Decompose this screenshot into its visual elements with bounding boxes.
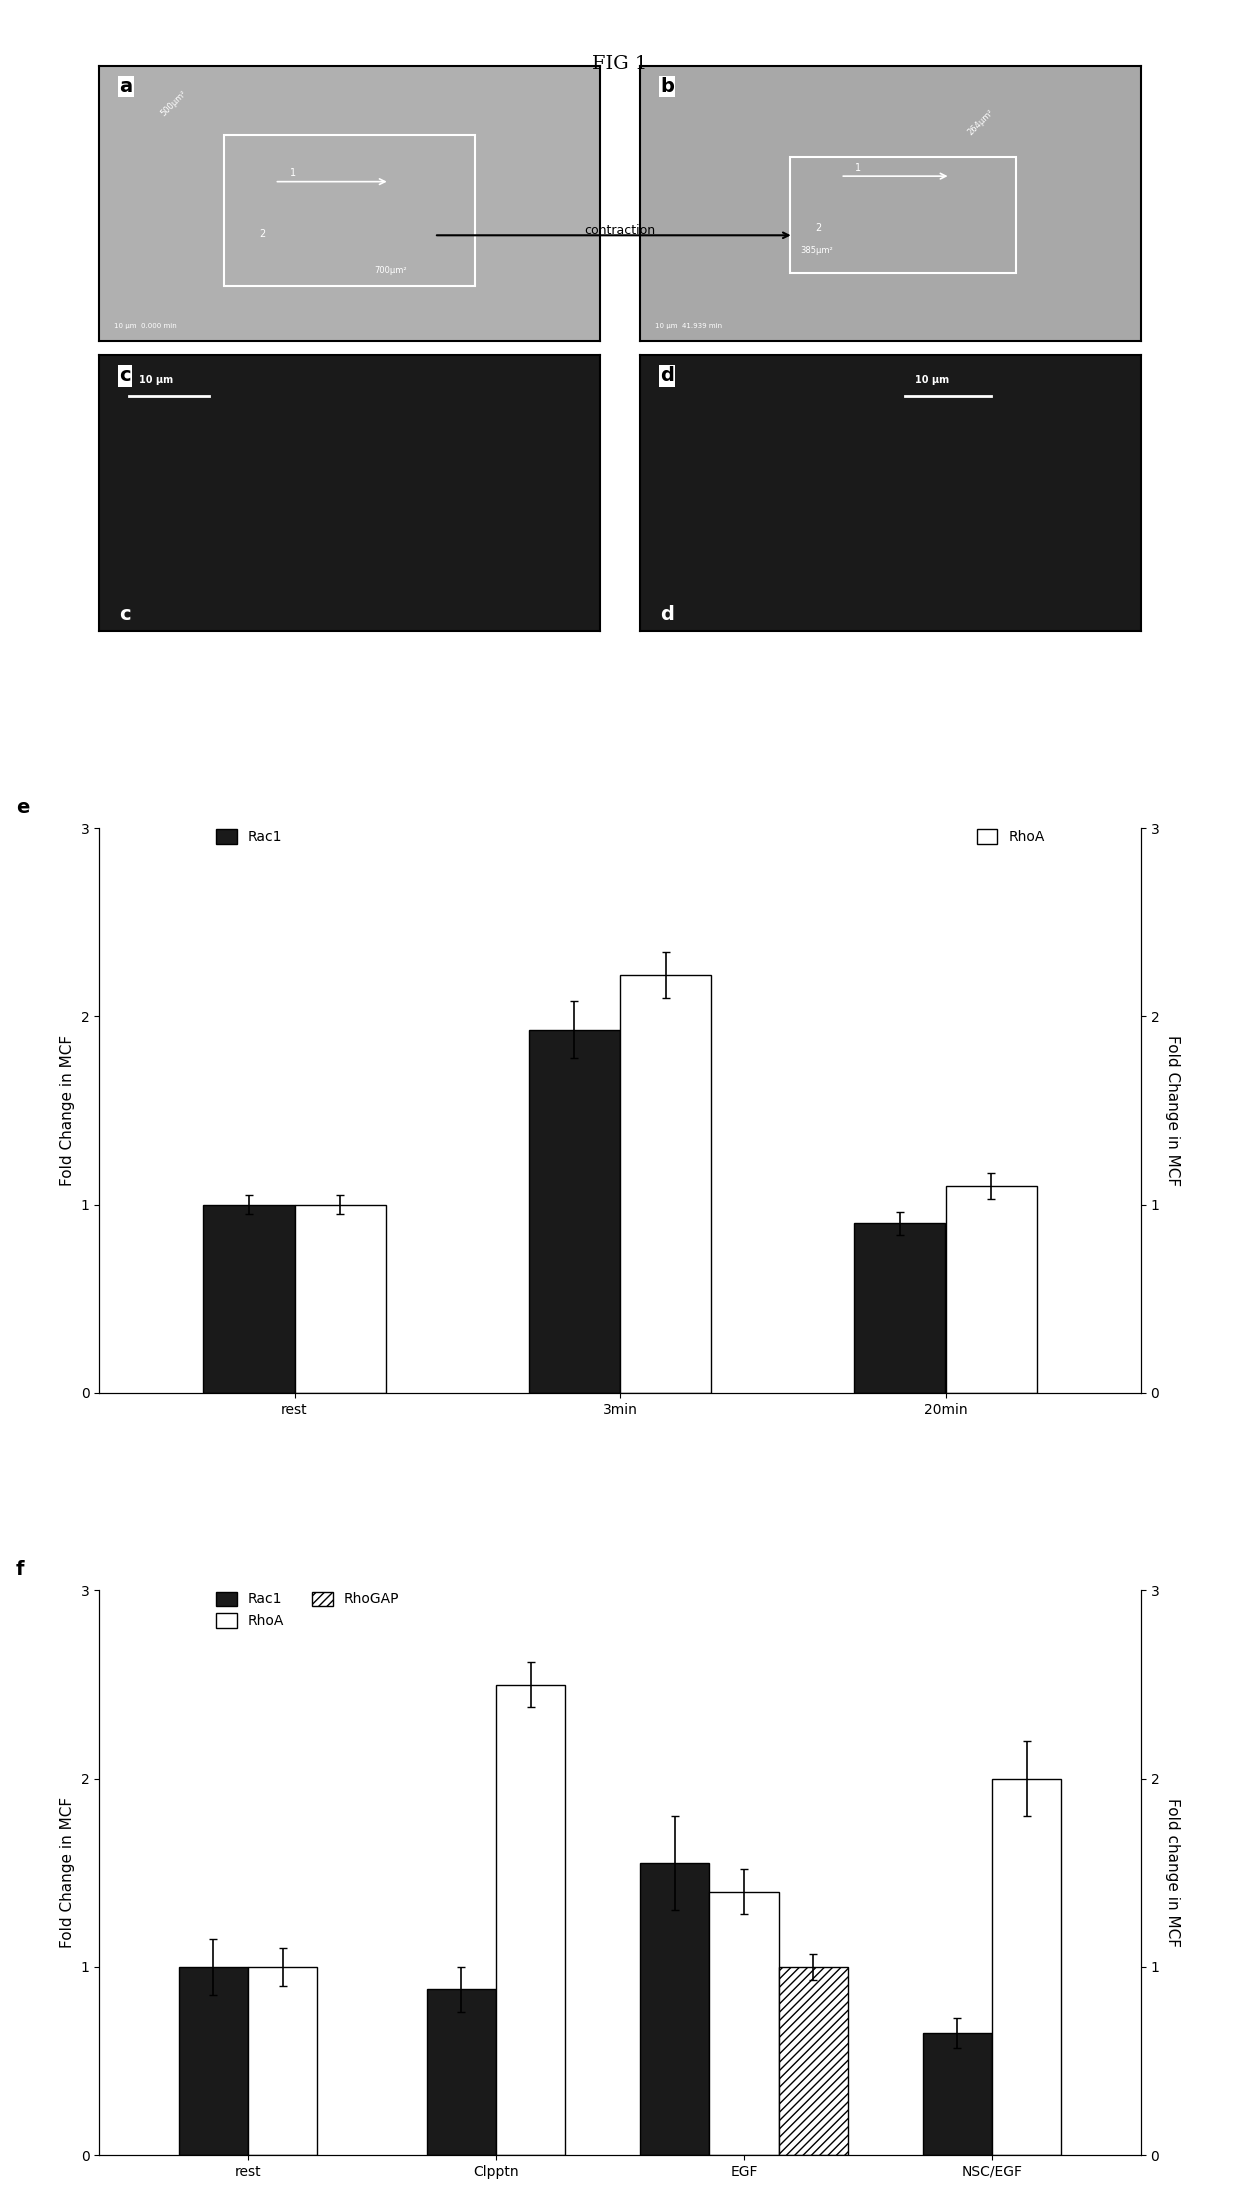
Bar [779, 1966, 848, 2155]
Bar [620, 974, 712, 1392]
Text: 10 μm: 10 μm [139, 374, 174, 385]
Text: 700μm²: 700μm² [374, 266, 407, 275]
Y-axis label: Fold Change in MCF: Fold Change in MCF [60, 1036, 76, 1185]
Text: 10 μm: 10 μm [915, 374, 950, 385]
Text: b: b [660, 77, 673, 97]
Bar [854, 1223, 945, 1392]
Bar [992, 1779, 1061, 2155]
Text: 500μm²: 500μm² [159, 88, 188, 117]
Text: 2: 2 [816, 224, 822, 233]
Bar [224, 134, 475, 286]
Bar [203, 1205, 295, 1392]
Text: FIG 1: FIG 1 [593, 55, 647, 73]
Bar [179, 1966, 248, 2155]
Text: a: a [119, 77, 133, 97]
Bar [945, 1185, 1037, 1392]
Y-axis label: Fold Change in MCF: Fold Change in MCF [60, 1797, 76, 1948]
Legend: Rac1, RhoA, RhoGAP: Rac1, RhoA, RhoGAP [211, 1585, 405, 1634]
Text: d: d [660, 367, 673, 385]
Text: 2: 2 [259, 229, 265, 240]
Bar [496, 1684, 565, 2155]
Text: 1: 1 [289, 167, 295, 178]
Y-axis label: Fold Change in MCF: Fold Change in MCF [1166, 1036, 1180, 1185]
Bar [427, 1990, 496, 2155]
Text: f: f [16, 1559, 25, 1579]
Legend: RhoA: RhoA [971, 825, 1050, 849]
Bar [528, 1029, 620, 1392]
Text: contraction: contraction [584, 224, 656, 237]
Text: 385μm²: 385μm² [800, 246, 833, 255]
Bar [248, 1966, 317, 2155]
Bar [923, 2032, 992, 2155]
Text: 10 μm  41.939 min: 10 μm 41.939 min [655, 323, 722, 328]
Text: c: c [119, 367, 131, 385]
Text: c: c [119, 605, 131, 625]
Text: e: e [16, 798, 30, 816]
Bar [790, 156, 1016, 273]
Text: 10 μm  0.000 min: 10 μm 0.000 min [114, 323, 177, 328]
Text: 1: 1 [856, 163, 862, 174]
Bar [709, 1891, 779, 2155]
Bar [640, 1863, 709, 2155]
Text: d: d [660, 605, 673, 625]
Y-axis label: Fold change in MCF: Fold change in MCF [1166, 1799, 1180, 1948]
Bar [295, 1205, 386, 1392]
Text: 264μm²: 264μm² [966, 108, 994, 136]
